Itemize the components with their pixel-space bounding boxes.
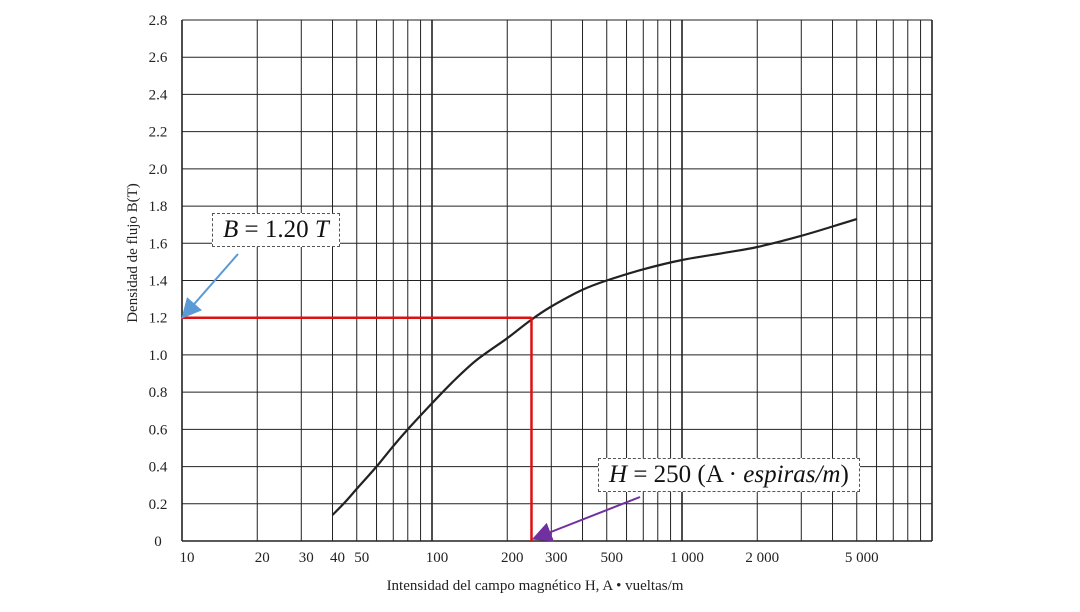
x-tick-label: 100 <box>426 550 449 566</box>
h-value: 250 <box>653 461 692 488</box>
x-tick-label: 500 <box>600 550 623 566</box>
y-tick-label: 1.0 <box>149 348 168 364</box>
h-arrow <box>531 496 641 542</box>
x-tick-label: 1 000 <box>670 550 704 566</box>
grid <box>181 19 933 542</box>
y-tick-label: 1.4 <box>149 274 168 290</box>
y-tick-label: 1.6 <box>149 236 168 252</box>
y-tick-label: 1.2 <box>149 311 168 327</box>
y-tick-label: 1.8 <box>149 199 168 215</box>
y-tick-label: 0.4 <box>149 460 168 476</box>
annotation-arrows <box>181 253 641 542</box>
y-tick-label: 0.8 <box>149 385 168 401</box>
h-symbol: H <box>609 461 628 488</box>
x-axis-title: Intensidad del campo magnético H, A • vu… <box>387 578 684 594</box>
y-axis-title: Densidad de flujo B(T) <box>125 183 141 323</box>
x-tick-label: 5 000 <box>845 550 879 566</box>
h-unit-close: ) <box>840 461 849 488</box>
b-symbol: B <box>223 216 239 243</box>
h-unit: espiras/m <box>743 461 841 488</box>
y-tick-label: 0 <box>154 534 162 550</box>
y-tick-label: 2.4 <box>149 87 168 103</box>
y-tick-label: 0.6 <box>149 422 168 438</box>
x-tick-label: 30 <box>299 550 314 566</box>
x-tick-label: 300 <box>545 550 568 566</box>
y-tick-label: 2.0 <box>149 162 168 178</box>
y-tick-label: 2.2 <box>149 125 168 141</box>
y-tick-label: 0.2 <box>149 497 168 513</box>
b-value: 1.20 <box>264 216 309 243</box>
h-equals: = <box>633 461 654 488</box>
h-unit-open: (A · <box>697 461 744 488</box>
operating-point-lines <box>182 316 533 541</box>
x-tick-label: 50 <box>354 550 369 566</box>
tick-labels: 0 0.2 0.4 0.6 0.8 1.0 1.2 1.4 1.6 1.8 2.0 2.2 2.4 2.6… <box>149 13 879 566</box>
b-equals: = <box>244 216 265 243</box>
b-arrow <box>181 253 239 319</box>
x-tick-label: 10 <box>180 550 195 566</box>
x-tick-label: 20 <box>255 550 270 566</box>
field-intensity-annotation: H = 250 (A · espiras/m) <box>598 458 860 492</box>
b-unit: T <box>314 216 329 243</box>
x-tick-label: 40 <box>330 550 345 566</box>
flux-density-annotation: B = 1.20 T <box>212 213 340 247</box>
x-tick-label: 200 <box>501 550 524 566</box>
y-tick-label: 2.8 <box>149 13 168 29</box>
x-tick-label: 2 000 <box>745 550 779 566</box>
y-tick-label: 2.6 <box>149 50 168 66</box>
